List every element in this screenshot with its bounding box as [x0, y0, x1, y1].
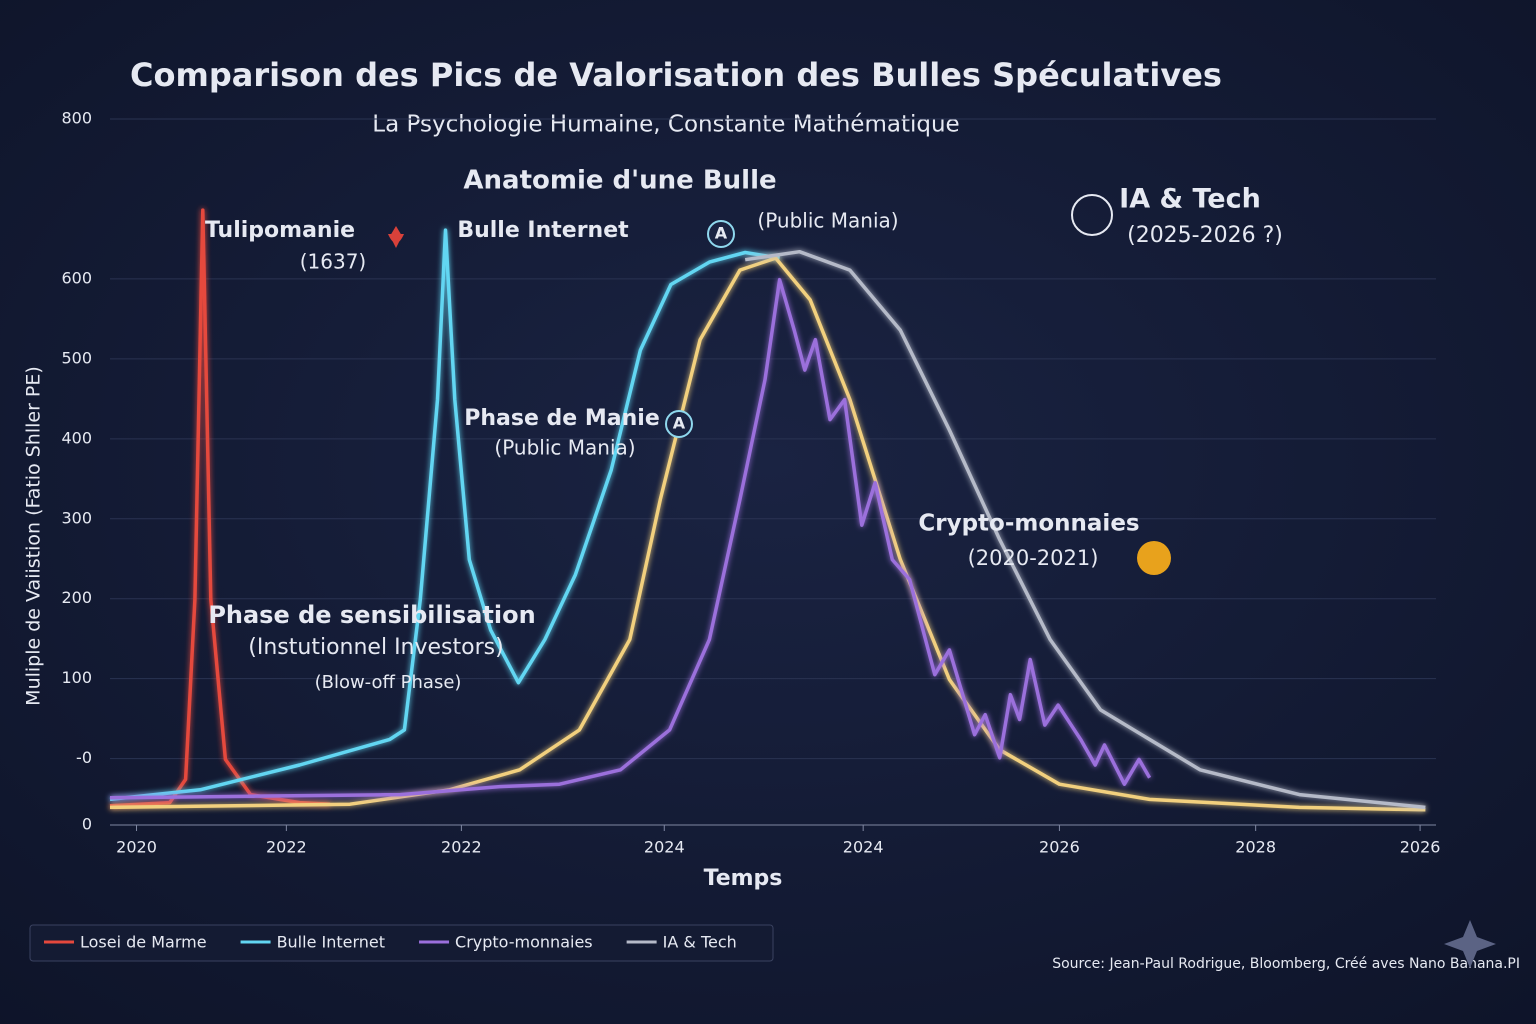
annotation: Bulle Internet [457, 218, 629, 243]
annotation: Crypto-monnaies [918, 511, 1139, 537]
x-tick-label: 2026 [1400, 838, 1441, 857]
annotation: (Instutionnel Investors) [248, 635, 503, 660]
annotation: IA & Tech [1119, 184, 1261, 215]
annotation: (2020-2021) [968, 546, 1099, 570]
annotation: (2025-2026 ?) [1127, 223, 1283, 248]
y-tick-label: 500 [61, 348, 92, 367]
annotation: (Public Mania) [494, 436, 635, 460]
y-tick-label: 200 [61, 588, 92, 607]
annotation: (Blow-off Phase) [315, 672, 462, 693]
annotation: Phase de Manie [464, 406, 660, 431]
bitcoin-icon [1137, 541, 1171, 575]
series-line [109, 277, 1152, 800]
source: Source: Jean-Paul Rodrigue, Bloomberg, C… [1052, 956, 1520, 972]
x-tick-label: 2024 [843, 838, 884, 857]
x-tick-label: 2028 [1235, 838, 1276, 857]
legend-label: IA & Tech [663, 933, 737, 952]
brain-icon [1071, 194, 1113, 236]
annotation: Anatomie d'une Bulle [463, 166, 776, 196]
legend-box [29, 924, 774, 962]
annotation: Phase de sensibilisation [208, 601, 535, 629]
chart-subtitle: La Psychologie Humaine, Constante Mathém… [372, 112, 959, 138]
y-tick-label: 800 [61, 109, 92, 128]
annotation: A [715, 224, 728, 243]
x-axis-label: Temps [704, 866, 783, 891]
legend-label: Crypto-monnaies [455, 933, 593, 952]
x-tick-label: 2022 [266, 838, 307, 857]
y-tick-label: -0 [76, 748, 92, 767]
x-tick-label: 2026 [1039, 838, 1080, 857]
chart-title: Comparison des Pics de Valorisation des … [130, 56, 1222, 94]
x-tick-label: 2020 [116, 838, 157, 857]
legend-label: Losei de Marme [80, 933, 207, 952]
annotation: (1637) [300, 250, 367, 274]
y-tick-label: 400 [61, 428, 92, 447]
annotation: (Public Mania) [757, 209, 898, 233]
legend-label: Bulle Internet [277, 933, 385, 952]
y-axis-label: Muliple de Vaiistion (Fatio Shller PE) [23, 366, 45, 706]
annotation-marker [707, 220, 735, 248]
annotation-marker [665, 410, 693, 438]
y-tick-label: 300 [61, 508, 92, 527]
series-line [109, 256, 1426, 812]
sparkle-icon [1444, 920, 1496, 968]
annotation: A [673, 414, 686, 433]
x-tick-label: 2024 [644, 838, 685, 857]
x-tick-label: 2022 [441, 838, 482, 857]
y-tick-label: 0 [82, 815, 92, 834]
tulip-icon [388, 226, 404, 248]
series-line [109, 228, 780, 802]
y-tick-label: 100 [61, 668, 92, 687]
y-tick-label: 600 [61, 268, 92, 287]
series-line [744, 249, 1426, 810]
annotation: Tulipomanie [205, 218, 355, 243]
